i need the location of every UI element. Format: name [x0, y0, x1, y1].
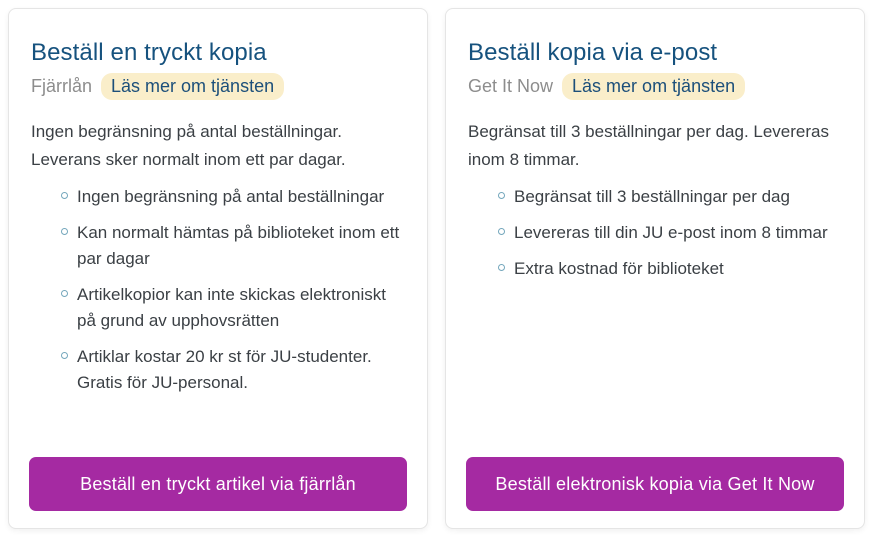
- read-more-link[interactable]: Läs mer om tjänsten: [562, 73, 746, 100]
- card-title: Beställ kopia via e-post: [468, 39, 718, 66]
- read-more-link[interactable]: Läs mer om tjänsten: [101, 73, 285, 100]
- feature-list: Begränsat till 3 beställningar per dag L…: [468, 184, 842, 282]
- card-fjarrlan: Beställ en tryckt kopia Fjärrlån Läs mer…: [8, 8, 428, 529]
- feature-item-text: Artikelkopior kan inte skickas elektroni…: [77, 285, 386, 330]
- order-get-it-now-button[interactable]: Beställ elektronisk kopia via Get It Now: [466, 457, 844, 511]
- card-subtitle-row: Fjärrlån Läs mer om tjänsten: [31, 73, 405, 100]
- feature-item-text: Extra kostnad för biblioteket: [514, 259, 724, 278]
- feature-item: Kan normalt hämtas på biblioteket inom e…: [61, 220, 405, 272]
- circle-bullet-icon: [61, 290, 68, 297]
- circle-bullet-icon: [61, 352, 68, 359]
- feature-list: Ingen begränsning på antal beställningar…: [31, 184, 405, 396]
- circle-bullet-icon: [498, 228, 505, 235]
- card-title: Beställ en tryckt kopia: [31, 39, 267, 66]
- feature-item-text: Artiklar kostar 20 kr st för JU-studente…: [77, 347, 372, 392]
- feature-item: Extra kostnad för biblioteket: [498, 256, 842, 282]
- service-name: Get It Now: [468, 76, 554, 96]
- feature-item-text: Begränsat till 3 beställningar per dag: [514, 187, 790, 206]
- feature-item-text: Levereras till din JU e-post inom 8 timm…: [514, 223, 828, 242]
- feature-item: Artiklar kostar 20 kr st för JU-studente…: [61, 344, 405, 396]
- circle-bullet-icon: [61, 192, 68, 199]
- circle-bullet-icon: [498, 264, 505, 271]
- feature-item: Begränsat till 3 beställningar per dag: [498, 184, 842, 210]
- feature-item-text: Ingen begränsning på antal beställningar: [77, 187, 385, 206]
- service-name: Fjärrlån: [31, 76, 93, 96]
- order-fjarrlan-button[interactable]: Beställ en tryckt artikel via fjärrlån: [29, 457, 407, 511]
- card-subtitle-row: Get It Now Läs mer om tjänsten: [468, 73, 842, 100]
- feature-item: Artikelkopior kan inte skickas elektroni…: [61, 282, 405, 334]
- feature-item: Levereras till din JU e-post inom 8 timm…: [498, 220, 842, 246]
- circle-bullet-icon: [498, 192, 505, 199]
- feature-item-text: Kan normalt hämtas på biblioteket inom e…: [77, 223, 400, 268]
- circle-bullet-icon: [61, 228, 68, 235]
- feature-item: Ingen begränsning på antal beställningar: [61, 184, 405, 210]
- card-get-it-now: Beställ kopia via e-post Get It Now Läs …: [445, 8, 865, 529]
- card-intro: Begränsat till 3 beställningar per dag. …: [468, 122, 829, 169]
- card-intro: Ingen begränsning på antal beställningar…: [31, 122, 346, 169]
